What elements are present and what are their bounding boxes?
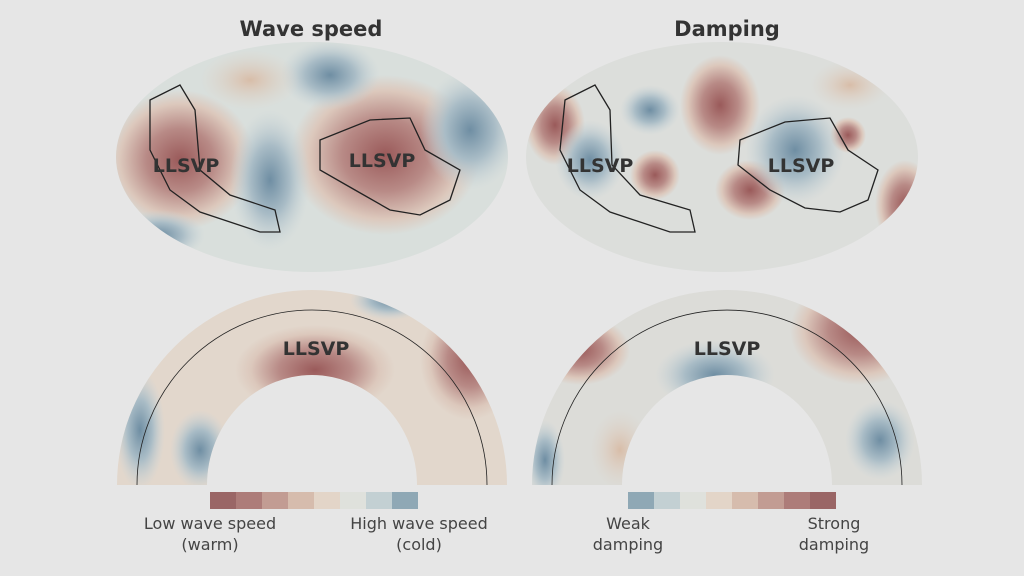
- map: [116, 42, 508, 272]
- map-label: LLSVP: [567, 155, 634, 177]
- panel-title: Wave speed: [240, 17, 383, 41]
- map-label: LLSVP: [768, 155, 835, 177]
- cross-section: [117, 290, 507, 485]
- section-label: LLSVP: [283, 338, 350, 360]
- color-scale: [210, 492, 418, 509]
- legend-label: (cold): [396, 535, 442, 554]
- map-label: LLSVP: [349, 150, 416, 172]
- panel-title: Damping: [674, 17, 780, 41]
- section-label: LLSVP: [694, 338, 761, 360]
- legend-label: damping: [593, 535, 663, 554]
- legend-label: Weak: [606, 514, 651, 533]
- color-scale: [628, 492, 836, 509]
- legend-label: damping: [799, 535, 869, 554]
- legend-label: Strong: [808, 514, 861, 533]
- map-label: LLSVP: [153, 155, 220, 177]
- legend-label: High wave speed: [350, 514, 487, 533]
- legend-label: Low wave speed: [144, 514, 276, 533]
- legend-label: (warm): [181, 535, 238, 554]
- cross-section: [532, 290, 922, 485]
